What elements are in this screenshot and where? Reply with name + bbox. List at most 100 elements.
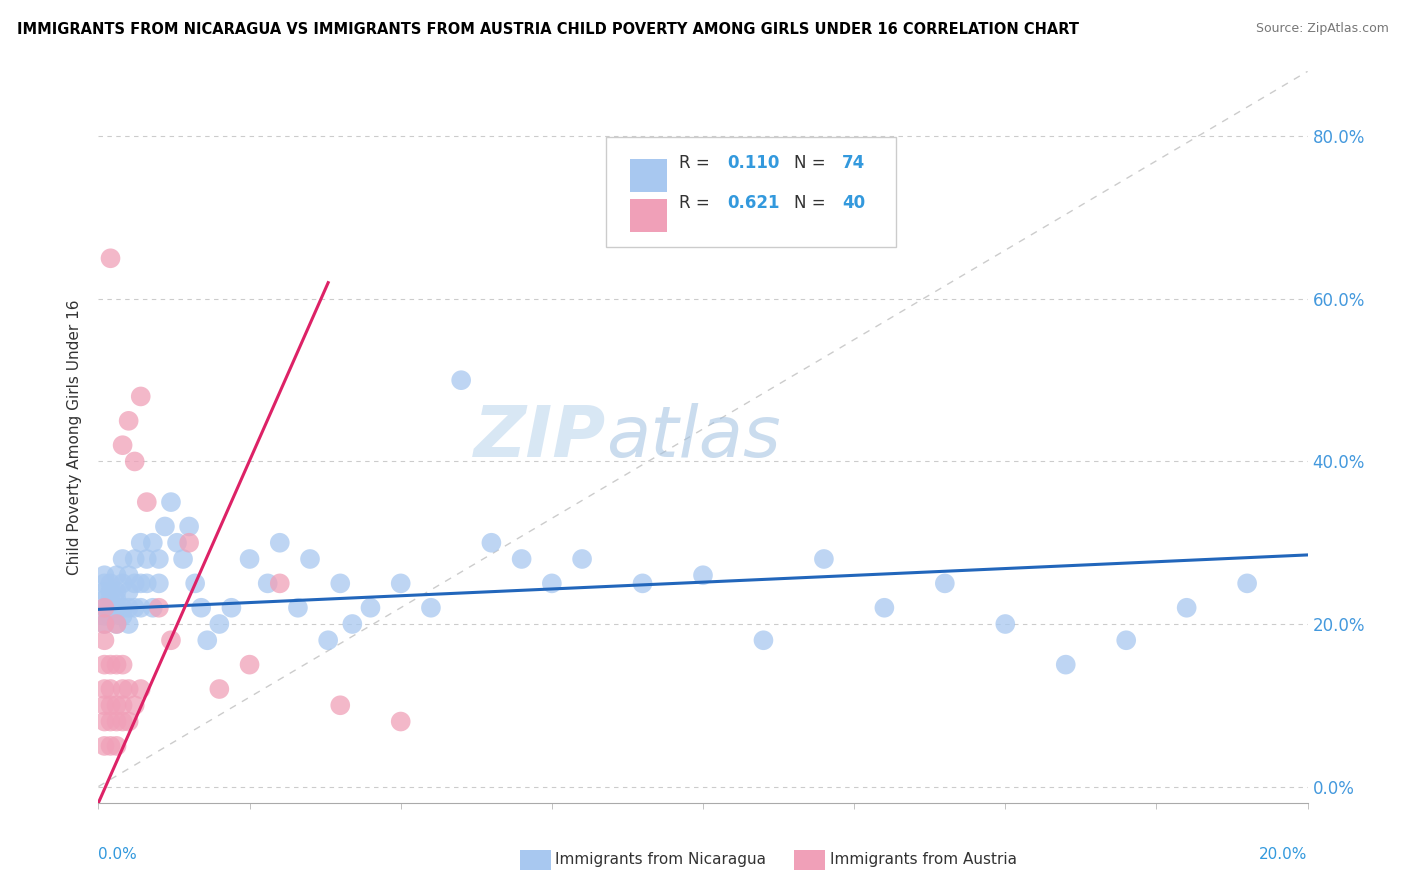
Point bbox=[420, 600, 443, 615]
Point bbox=[329, 576, 352, 591]
Text: R =: R = bbox=[679, 194, 710, 212]
Y-axis label: Child Poverty Among Girls Under 16: Child Poverty Among Girls Under 16 bbox=[67, 300, 83, 574]
Text: N =: N = bbox=[793, 194, 825, 212]
Point bbox=[118, 681, 141, 696]
Text: 20.0%: 20.0% bbox=[1260, 847, 1308, 863]
Point bbox=[813, 552, 835, 566]
Point bbox=[195, 633, 218, 648]
Point bbox=[190, 600, 212, 615]
Point bbox=[93, 600, 115, 615]
Text: 0.110: 0.110 bbox=[727, 153, 779, 172]
Point bbox=[389, 576, 412, 591]
Point bbox=[287, 600, 309, 615]
Point bbox=[316, 633, 339, 648]
Point bbox=[124, 576, 146, 591]
Point bbox=[105, 714, 128, 729]
Point bbox=[208, 617, 231, 632]
Point bbox=[124, 600, 146, 615]
Point bbox=[93, 576, 115, 591]
Point bbox=[105, 568, 128, 582]
Point bbox=[100, 576, 122, 591]
Point bbox=[166, 535, 188, 549]
Point bbox=[105, 592, 128, 607]
Text: Source: ZipAtlas.com: Source: ZipAtlas.com bbox=[1256, 22, 1389, 36]
Point bbox=[100, 608, 122, 623]
Point bbox=[118, 617, 141, 632]
Point bbox=[100, 252, 122, 266]
Point bbox=[1236, 576, 1258, 591]
Point bbox=[510, 552, 533, 566]
Point bbox=[1115, 633, 1137, 648]
Point bbox=[299, 552, 322, 566]
Point bbox=[389, 714, 412, 729]
Point bbox=[100, 714, 122, 729]
FancyBboxPatch shape bbox=[606, 137, 897, 247]
Text: 0.0%: 0.0% bbox=[98, 847, 138, 863]
Point bbox=[105, 657, 128, 672]
Point bbox=[111, 681, 134, 696]
Text: R =: R = bbox=[679, 153, 710, 172]
Point bbox=[111, 576, 134, 591]
Point bbox=[100, 739, 122, 753]
Point bbox=[135, 576, 157, 591]
Point bbox=[111, 600, 134, 615]
Point bbox=[93, 584, 115, 599]
Point bbox=[179, 519, 201, 533]
Point bbox=[994, 617, 1017, 632]
Point bbox=[100, 600, 122, 615]
Point bbox=[342, 617, 364, 632]
Point bbox=[124, 454, 146, 468]
Point bbox=[153, 519, 176, 533]
Point bbox=[93, 681, 115, 696]
Point bbox=[1054, 657, 1077, 672]
Point bbox=[93, 657, 115, 672]
Text: IMMIGRANTS FROM NICARAGUA VS IMMIGRANTS FROM AUSTRIA CHILD POVERTY AMONG GIRLS U: IMMIGRANTS FROM NICARAGUA VS IMMIGRANTS … bbox=[17, 22, 1078, 37]
Point bbox=[105, 617, 128, 632]
Point bbox=[118, 584, 141, 599]
Point bbox=[100, 592, 122, 607]
Point bbox=[148, 552, 170, 566]
Point bbox=[481, 535, 503, 549]
Point bbox=[105, 584, 128, 599]
Point bbox=[105, 698, 128, 713]
Point bbox=[93, 714, 115, 729]
Point bbox=[239, 552, 262, 566]
Point bbox=[105, 739, 128, 753]
Point bbox=[93, 617, 115, 632]
Point bbox=[160, 633, 183, 648]
Point bbox=[256, 576, 278, 591]
Point bbox=[873, 600, 896, 615]
Point bbox=[111, 698, 134, 713]
Point bbox=[124, 552, 146, 566]
Point bbox=[93, 617, 115, 632]
Point bbox=[93, 698, 115, 713]
Point bbox=[184, 576, 207, 591]
Point bbox=[148, 600, 170, 615]
Text: atlas: atlas bbox=[606, 402, 780, 472]
Point bbox=[118, 714, 141, 729]
Point bbox=[752, 633, 775, 648]
Point bbox=[111, 438, 134, 452]
Point bbox=[571, 552, 593, 566]
Point bbox=[135, 495, 157, 509]
Point bbox=[179, 535, 201, 549]
Point bbox=[142, 600, 165, 615]
Point bbox=[208, 681, 231, 696]
Point bbox=[160, 495, 183, 509]
Point bbox=[124, 698, 146, 713]
Point bbox=[105, 600, 128, 615]
Point bbox=[135, 552, 157, 566]
Point bbox=[93, 739, 115, 753]
Point bbox=[129, 681, 152, 696]
Point bbox=[100, 698, 122, 713]
Point bbox=[111, 608, 134, 623]
Point bbox=[1175, 600, 1198, 615]
Text: ZIP: ZIP bbox=[474, 402, 606, 472]
Text: N =: N = bbox=[793, 153, 825, 172]
Point bbox=[172, 552, 194, 566]
Bar bbox=[630, 159, 666, 192]
Point bbox=[111, 657, 134, 672]
Point bbox=[105, 617, 128, 632]
Point bbox=[360, 600, 382, 615]
Point bbox=[692, 568, 714, 582]
